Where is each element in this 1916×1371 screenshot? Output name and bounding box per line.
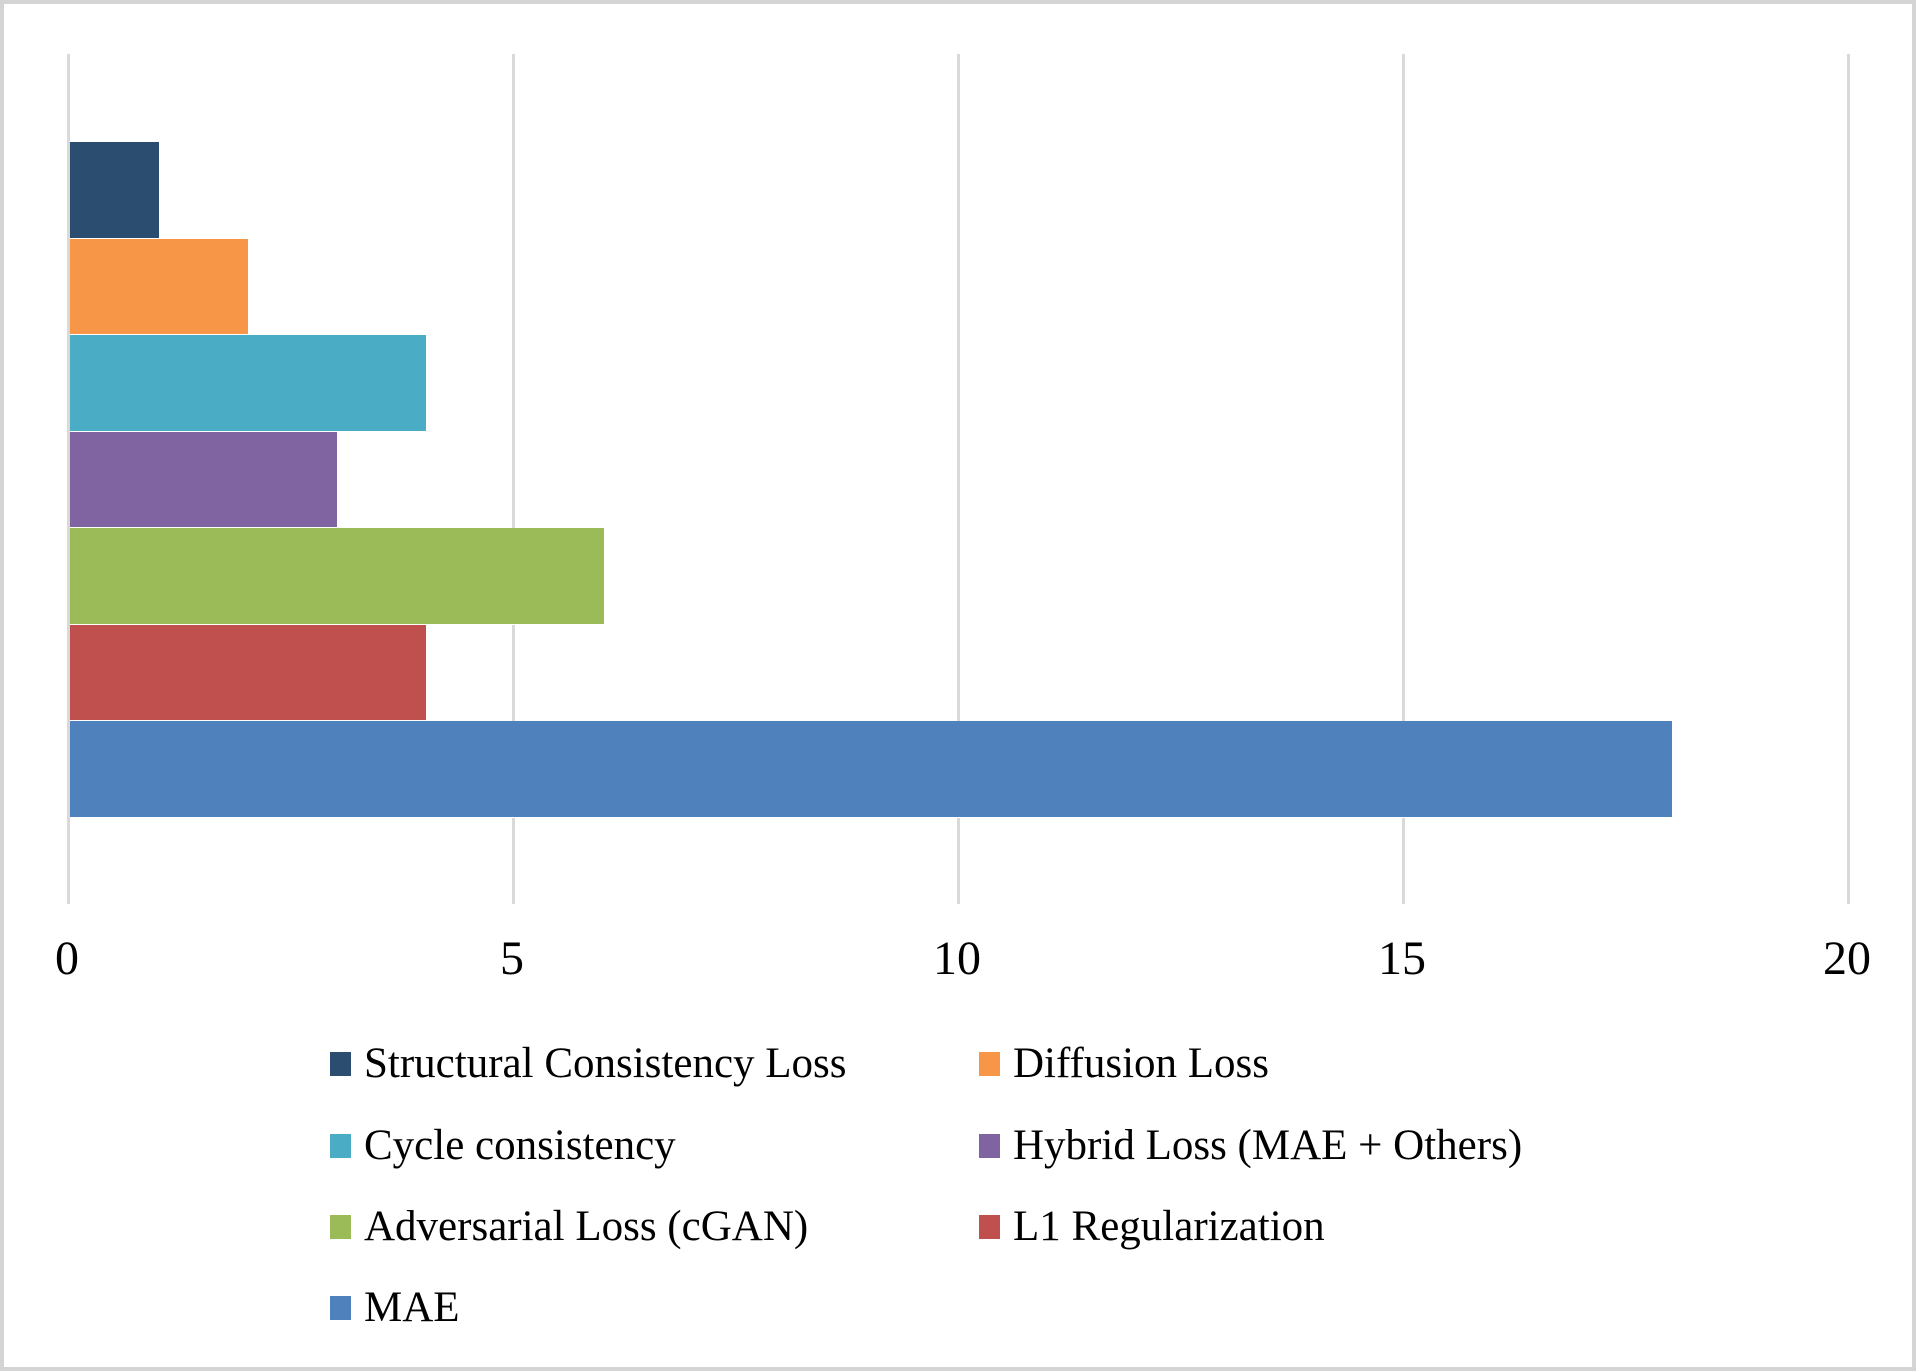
gridline-20 — [1847, 54, 1850, 904]
legend-marker-adversarial-loss-cgan — [330, 1215, 351, 1239]
bar-structural-consistency-loss — [70, 142, 159, 239]
legend-item-mae: MAE — [330, 1285, 460, 1331]
bar-mae — [70, 721, 1672, 818]
bar-l1-regularization — [70, 624, 426, 721]
bar-adversarial-loss-cgan — [70, 528, 604, 625]
legend-label-adversarial-loss-cgan: Adversarial Loss (cGAN) — [364, 1203, 809, 1250]
legend-item-structural-consistency-loss: Structural Consistency Loss — [330, 1041, 847, 1087]
legend-label-mae: MAE — [364, 1284, 460, 1331]
legend-item-diffusion-loss: Diffusion Loss — [979, 1041, 1269, 1087]
bar-cycle-consistency — [70, 335, 426, 432]
x-tick-label-15: 15 — [1378, 932, 1426, 985]
legend-label-structural-consistency-loss: Structural Consistency Loss — [364, 1040, 847, 1087]
legend-item-hybrid-loss-mae-others: Hybrid Loss (MAE + Others) — [979, 1123, 1522, 1169]
gridline-0 — [67, 54, 70, 904]
x-tick-label-0: 0 — [55, 932, 79, 985]
legend-label-hybrid-loss-mae-others: Hybrid Loss (MAE + Others) — [1013, 1122, 1523, 1169]
legend-label-l1-regularization: L1 Regularization — [1013, 1203, 1325, 1250]
bar-hybrid-loss-mae-others — [70, 431, 337, 528]
legend-item-adversarial-loss-cgan: Adversarial Loss (cGAN) — [330, 1204, 808, 1250]
gridline-10 — [957, 54, 960, 904]
gridline-15 — [1402, 54, 1405, 904]
bar-diffusion-loss — [70, 238, 248, 335]
legend-marker-structural-consistency-loss — [330, 1052, 351, 1076]
legend-marker-l1-regularization — [979, 1215, 1000, 1239]
x-tick-label-20: 20 — [1823, 932, 1871, 985]
legend-item-l1-regularization: L1 Regularization — [979, 1204, 1325, 1250]
legend-item-cycle-consistency: Cycle consistency — [330, 1123, 676, 1169]
legend-marker-diffusion-loss — [979, 1052, 1000, 1076]
x-tick-label-5: 5 — [500, 932, 524, 985]
x-tick-label-10: 10 — [933, 932, 981, 985]
legend-label-diffusion-loss: Diffusion Loss — [1013, 1040, 1270, 1087]
legend-label-cycle-consistency: Cycle consistency — [364, 1122, 676, 1169]
legend-marker-mae — [330, 1296, 351, 1320]
legend-marker-cycle-consistency — [330, 1134, 351, 1158]
legend-marker-hybrid-loss-mae-others — [979, 1134, 1000, 1158]
plot-area — [67, 54, 1850, 904]
gridline-5 — [512, 54, 515, 904]
